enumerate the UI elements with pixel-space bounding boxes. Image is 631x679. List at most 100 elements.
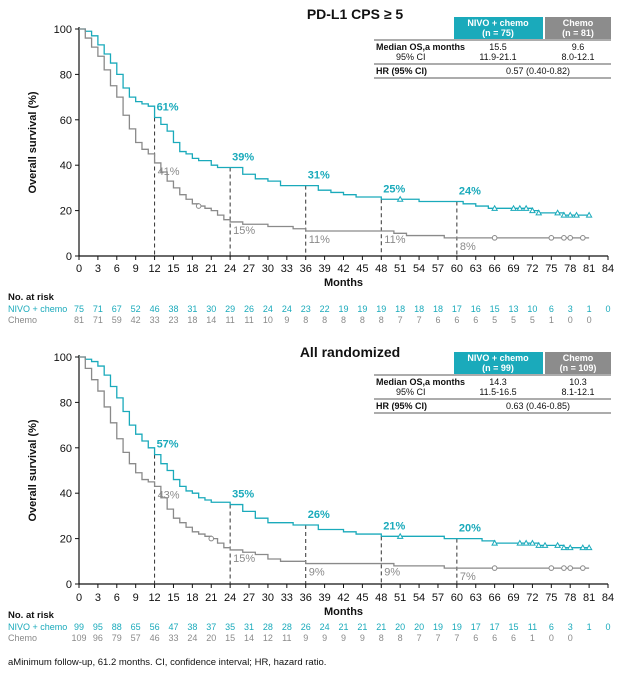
x-tick-label: 39 (318, 263, 330, 275)
table-ci-chemo: 8.0-12.1 (561, 52, 594, 62)
x-tick-label: 30 (262, 592, 274, 604)
at-risk-chemo-value: 7 (454, 633, 459, 643)
x-axis-label: Months (324, 277, 363, 289)
at-risk-chemo-value: 5 (511, 315, 516, 325)
censor-mark-nivo (522, 539, 530, 546)
y-axis-label: Overall survival (%) (27, 419, 39, 521)
table-ci-nivo: 11.5-16.5 (479, 387, 516, 397)
table-hr-value: 0.57 (0.40-0.82) (506, 66, 570, 76)
x-tick-label: 60 (451, 263, 463, 275)
x-tick-label: 81 (583, 592, 595, 604)
at-risk-nivo-value: 19 (452, 622, 462, 632)
censor-mark-nivo (535, 209, 543, 216)
x-tick-label: 3 (95, 263, 101, 275)
at-risk-nivo-value: 20 (395, 622, 405, 632)
at-risk-chemo-value: 10 (263, 315, 273, 325)
y-tick-label: 60 (60, 115, 72, 127)
at-risk-chemo-value: 15 (225, 633, 235, 643)
landmark-label-nivo: 39% (232, 151, 254, 163)
y-tick-label: 100 (54, 24, 72, 36)
censor-mark-nivo (522, 204, 530, 211)
at-risk-nivo-value: 71 (93, 304, 103, 314)
y-tick-label: 80 (60, 69, 72, 81)
chart-title: PD-L1 CPS ≥ 5 (307, 6, 404, 22)
at-risk-chemo-value: 14 (206, 315, 216, 325)
x-tick-label: 33 (281, 263, 293, 275)
at-risk-nivo-value: 17 (490, 622, 500, 632)
x-tick-label: 63 (470, 263, 482, 275)
x-tick-label: 72 (526, 263, 538, 275)
table-header-nivo-bg (454, 17, 543, 39)
y-tick-label: 80 (60, 397, 72, 409)
y-tick-label: 60 (60, 443, 72, 455)
at-risk-nivo-value: 0 (605, 304, 610, 314)
censor-mark-chemo (567, 235, 574, 241)
y-tick-label: 100 (54, 352, 72, 364)
table-header-chemo: Chemo (563, 353, 594, 363)
at-risk-nivo-value: 28 (282, 622, 292, 632)
censor-mark-chemo (580, 565, 586, 571)
at-risk-title: No. at risk (8, 292, 55, 303)
x-tick-label: 78 (564, 263, 576, 275)
landmark-label-chemo: 11% (309, 234, 330, 246)
at-risk-chemo-value: 9 (341, 633, 346, 643)
x-tick-label: 27 (243, 592, 255, 604)
km-curve-nivo (79, 28, 590, 216)
at-risk-nivo-value: 13 (509, 304, 519, 314)
landmark-label-nivo: 21% (383, 520, 405, 532)
censor-mark-nivo (535, 541, 543, 548)
censor-mark-nivo (396, 195, 404, 202)
at-risk-nivo-value: 19 (433, 622, 443, 632)
at-risk-chemo-value: 1 (549, 315, 554, 325)
x-tick-label: 24 (224, 592, 236, 604)
at-risk-nivo-value: 3 (568, 304, 573, 314)
at-risk-chemo-value: 7 (435, 633, 440, 643)
censor-mark-chemo (548, 565, 555, 571)
table-header-nivo: NIVO + chemo (467, 353, 529, 363)
table-header-nivo-n: (n = 75) (482, 28, 514, 38)
at-risk-chemo-value: 0 (568, 315, 573, 325)
x-tick-label: 81 (583, 263, 595, 275)
x-tick-label: 30 (262, 263, 274, 275)
at-risk-chemo-value: 8 (379, 633, 384, 643)
table-header-chemo-bg (545, 352, 611, 374)
y-tick-label: 20 (60, 534, 72, 546)
at-risk-nivo-value: 28 (263, 622, 273, 632)
landmark-label-nivo: 57% (157, 439, 179, 451)
at-risk-nivo-value: 24 (282, 304, 292, 314)
at-risk-chemo-value: 7 (398, 315, 403, 325)
censor-mark-nivo (579, 544, 587, 551)
y-tick-label: 40 (60, 160, 72, 172)
at-risk-nivo-value: 1 (587, 622, 592, 632)
censor-mark-nivo (585, 211, 593, 218)
summary-table: NIVO + chemo(n = 99) Chemo(n = 109) Median… (374, 352, 611, 414)
x-tick-label: 75 (545, 263, 557, 275)
table-hr-value: 0.63 (0.46-0.85) (506, 401, 570, 411)
at-risk-nivo-value: 19 (357, 304, 367, 314)
at-risk-nivo-value: 99 (74, 622, 84, 632)
x-tick-label: 6 (114, 592, 120, 604)
table-header-nivo-n: (n = 99) (482, 363, 514, 373)
footnote: aMinimum follow-up, 61.2 months. CI, con… (8, 657, 327, 668)
at-risk-chemo-value: 11 (225, 315, 234, 325)
at-risk-chemo-value: 8 (322, 315, 327, 325)
at-risk-chemo-value: 6 (492, 633, 497, 643)
at-risk-chemo-value: 11 (282, 633, 291, 643)
table-ci-label: 95% CI (396, 52, 426, 62)
at-risk-label-chemo: Chemo (8, 633, 37, 643)
censor-mark-nivo (554, 209, 562, 216)
at-risk-nivo-value: 17 (471, 622, 481, 632)
at-risk-nivo-value: 26 (301, 622, 311, 632)
x-tick-label: 63 (470, 592, 482, 604)
km-curve-nivo (79, 356, 590, 549)
at-risk-chemo-value: 8 (303, 315, 308, 325)
at-risk-nivo-value: 21 (376, 622, 386, 632)
y-tick-label: 40 (60, 488, 72, 500)
at-risk-chemo-value: 9 (360, 633, 365, 643)
table-header-chemo-bg (545, 17, 611, 39)
censor-mark-nivo (554, 541, 562, 548)
table-ci-label: 95% CI (396, 387, 426, 397)
at-risk-nivo-value: 29 (225, 304, 235, 314)
